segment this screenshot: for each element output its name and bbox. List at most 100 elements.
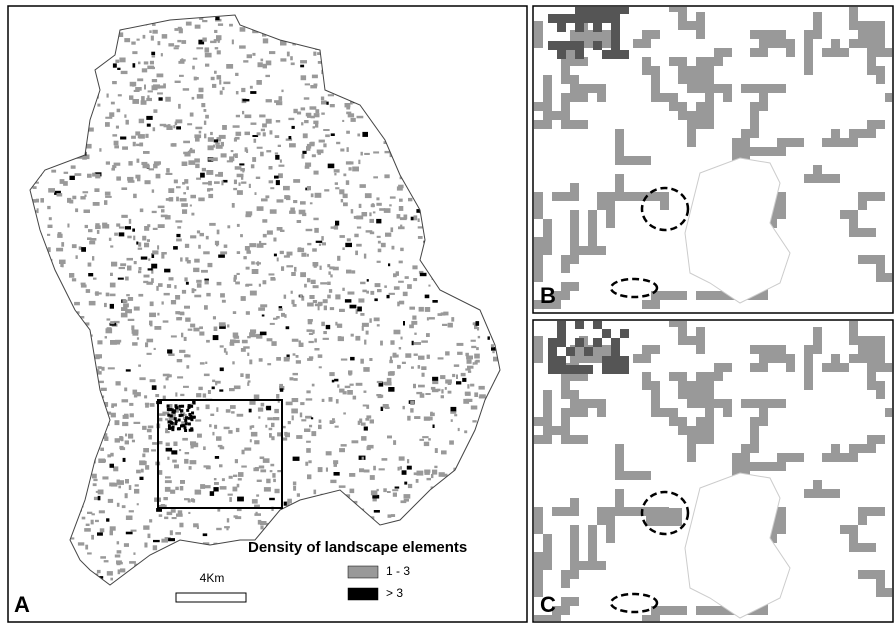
pixel [867,57,876,66]
pixel [112,134,117,136]
pixel [750,399,759,408]
pixel [367,279,369,282]
pixel [678,21,687,30]
pixel [304,97,310,99]
pixel [655,508,664,517]
pixel [398,467,400,471]
pixel [226,64,233,69]
pixel [163,320,169,322]
pixel [292,415,294,420]
pixel [813,480,822,489]
pixel [269,498,275,500]
pixel [136,242,138,245]
pixel [116,381,121,385]
pixel [110,273,113,276]
pixel [110,578,113,581]
pixel [705,84,714,93]
pixel [611,14,620,23]
pixel [180,480,185,484]
pixel [247,353,249,356]
pixel [137,39,140,41]
pixel [238,478,242,480]
pixel [249,409,252,413]
pixel [858,201,867,210]
pixel [81,285,87,288]
pixel [312,75,318,79]
pixel [176,186,181,188]
pixel [105,192,111,196]
pixel [208,263,213,267]
pixel [457,352,463,355]
pixel [375,283,381,287]
pixel [714,57,723,66]
pixel [714,291,723,300]
pixel [276,120,280,123]
pixel [111,102,115,105]
pixel [705,57,714,66]
pixel [240,373,243,377]
pixel [107,94,109,98]
pixel [91,535,94,540]
pixel [849,3,858,12]
pixel [651,30,660,39]
pixel [241,182,246,184]
pixel [114,141,119,146]
pixel [119,436,123,441]
pixel [214,478,217,480]
pixel [849,327,858,336]
pixel [341,444,347,447]
pixel [414,354,418,356]
pixel [867,129,876,138]
pixel [159,161,161,164]
pixel [696,120,705,129]
pixel [277,258,279,262]
pixel [117,68,120,70]
pixel [172,517,177,519]
pixel [215,174,222,176]
pixel [804,66,813,75]
pixel [120,137,126,140]
pixel [777,399,786,408]
pixel [305,462,308,466]
pixel [858,129,867,138]
pixel [147,239,150,242]
pixel [352,167,359,172]
pixel [351,118,356,122]
pixel [191,411,194,414]
pixel [161,539,168,543]
pixel [281,90,283,93]
pixel [651,408,660,417]
pixel [97,230,100,234]
pixel [235,73,238,76]
pixel [750,462,759,471]
pixel [356,383,363,386]
pixel [696,399,705,408]
pixel [804,489,813,498]
pixel [270,130,273,134]
pixel [394,286,400,290]
pixel [166,443,170,447]
pixel [777,453,786,462]
pixel [171,428,174,431]
pixel [473,323,476,326]
pixel [206,236,209,240]
pixel [270,209,277,214]
pixel [120,447,125,450]
pixel [326,102,328,105]
pixel [566,41,575,50]
pixel [678,390,687,399]
pixel [432,470,437,475]
pixel [261,129,265,132]
pixel [184,179,188,184]
pixel [345,103,351,107]
pixel [358,298,364,302]
pixel [222,125,227,130]
pixel [759,84,768,93]
pixel [575,23,584,32]
pixel [134,307,140,311]
pixel [557,23,566,32]
pixel [552,111,561,120]
pixel [876,30,885,39]
pixel [246,250,251,253]
pixel [247,374,250,377]
